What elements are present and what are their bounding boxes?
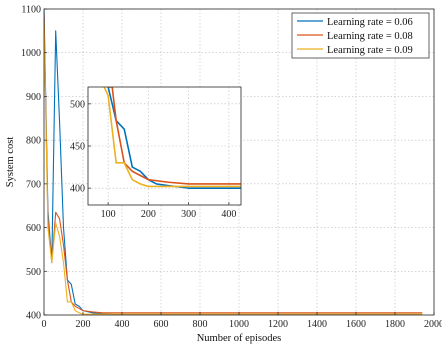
main-series-line-3 — [44, 22, 423, 315]
legend-label-lr-009: Learning rate = 0.09 — [327, 45, 413, 56]
inset-xtick-label-100: 100 — [101, 209, 116, 220]
inset-ytick-label-400: 400 — [70, 184, 85, 195]
inset-xtick-label-400: 400 — [221, 209, 236, 220]
inset-series-group — [103, 87, 241, 189]
main-xtick-label-200: 200 — [76, 319, 91, 330]
inset-series-line-2 — [108, 87, 241, 185]
main-xtick-label-1600: 1600 — [346, 319, 366, 330]
main-ytick-label-600: 600 — [26, 223, 41, 234]
main-ytick-label-400: 400 — [26, 311, 41, 322]
main-xtick-label-1800: 1800 — [385, 319, 405, 330]
inset-xtick-label-200: 200 — [141, 209, 156, 220]
inset-ytick-label-450: 450 — [70, 142, 85, 153]
main-xtick-label-0: 0 — [42, 319, 47, 330]
main-ytick-label-500: 500 — [26, 267, 41, 278]
main-xtick-label-1000: 1000 — [229, 319, 249, 330]
main-ytick-label-1000: 1000 — [21, 48, 41, 59]
inset-plot: 100 200 300 400 400 450 500 — [70, 86, 242, 220]
main-xtick-label-400: 400 — [115, 319, 130, 330]
inset-ticks: 100 200 300 400 400 450 500 — [70, 99, 236, 220]
legend-label-lr-006: Learning rate = 0.06 — [327, 17, 413, 28]
main-series-line-2 — [44, 13, 423, 314]
main-xtick-label-1400: 1400 — [307, 319, 327, 330]
y-axis-label: System cost — [5, 137, 16, 188]
main-xtick-label-1200: 1200 — [268, 319, 288, 330]
x-axis-label: Number of episodes — [197, 333, 282, 344]
main-xtick-label-2000: 2000 — [424, 319, 442, 330]
main-series-group — [44, 9, 423, 315]
main-ytick-label-800: 800 — [26, 136, 41, 147]
main-ytick-label-900: 900 — [26, 92, 41, 103]
inset-ytick-label-500: 500 — [70, 99, 85, 110]
inset-series-line-3 — [103, 87, 241, 188]
legend-label-lr-008: Learning rate = 0.08 — [327, 31, 413, 42]
inset-xtick-label-300: 300 — [181, 209, 196, 220]
main-ticks: 0 200 400 600 800 1000 1200 1400 1600 1800 2000 400… — [21, 5, 442, 331]
legend: Learning rate = 0.06 Learning rate = 0.0… — [291, 12, 430, 59]
main-ytick-label-700: 700 — [26, 179, 41, 190]
main-xtick-label-800: 800 — [193, 319, 208, 330]
inset-series-line-1 — [107, 87, 241, 189]
main-xtick-label-600: 600 — [154, 319, 169, 330]
main-ytick-label-1100: 1100 — [21, 5, 41, 16]
